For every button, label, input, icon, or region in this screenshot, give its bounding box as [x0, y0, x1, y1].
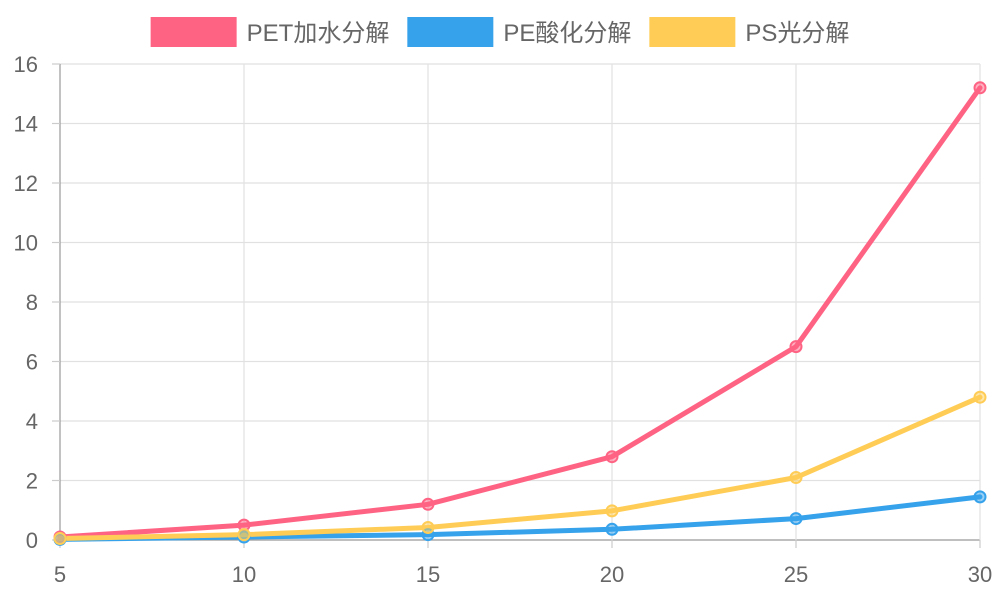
x-tick-label: 30 — [968, 562, 992, 587]
data-point[interactable] — [605, 450, 619, 464]
y-tick-label: 12 — [14, 171, 38, 196]
y-tick-label: 4 — [26, 409, 38, 434]
legend-item-3[interactable]: PS光分解 — [649, 17, 849, 47]
legend-swatch — [649, 17, 736, 47]
legend[interactable]: PET加水分解 PE酸化分解 PS光分解 — [150, 17, 850, 47]
series-line-3 — [57, 394, 983, 542]
legend-swatch — [150, 17, 237, 47]
y-tick-label: 6 — [26, 350, 38, 375]
data-point[interactable] — [973, 490, 987, 504]
legend-label: PS光分解 — [745, 20, 849, 47]
y-tick-label: 0 — [26, 528, 38, 553]
x-tick-label: 20 — [600, 562, 624, 587]
data-point[interactable] — [605, 504, 619, 518]
data-point[interactable] — [973, 81, 987, 95]
legend-swatch — [407, 17, 494, 47]
data-point[interactable] — [789, 471, 803, 485]
y-tick-label: 8 — [26, 290, 38, 315]
data-point[interactable] — [605, 522, 619, 536]
data-point[interactable] — [421, 497, 435, 511]
y-tick-label: 10 — [14, 231, 38, 256]
grid — [59, 63, 981, 541]
axes — [52, 63, 981, 548]
x-tick-label: 25 — [784, 562, 808, 587]
data-point[interactable] — [973, 390, 987, 404]
y-tick-label: 2 — [26, 469, 38, 494]
data-point[interactable] — [789, 512, 803, 526]
tick-labels: 0 2 4 6 8 10 12 14 16 5 10 15 20 25 30 — [14, 52, 993, 587]
legend-item-1[interactable]: PET加水分解 — [150, 17, 390, 47]
legend-item-2[interactable]: PE酸化分解 — [407, 17, 631, 47]
legend-label: PE酸化分解 — [503, 20, 631, 47]
data-point[interactable] — [789, 340, 803, 354]
series-lines — [57, 85, 983, 542]
x-tick-label: 5 — [54, 562, 66, 587]
data-point[interactable] — [53, 532, 67, 546]
series-line-1 — [57, 85, 983, 540]
series-points — [53, 81, 987, 546]
legend-label: PET加水分解 — [247, 20, 390, 47]
y-tick-label: 14 — [14, 112, 38, 137]
y-tick-label: 16 — [14, 52, 38, 77]
data-point[interactable] — [237, 528, 251, 542]
data-point[interactable] — [421, 521, 435, 535]
x-tick-label: 10 — [232, 562, 256, 587]
x-tick-label: 15 — [416, 562, 440, 587]
